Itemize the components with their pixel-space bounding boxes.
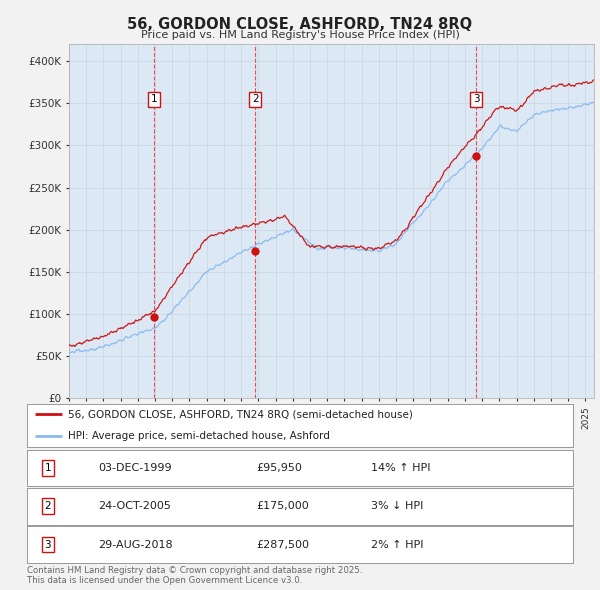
Text: 1: 1 (151, 94, 157, 104)
Text: £287,500: £287,500 (256, 540, 310, 549)
Text: Price paid vs. HM Land Registry's House Price Index (HPI): Price paid vs. HM Land Registry's House … (140, 30, 460, 40)
Text: 56, GORDON CLOSE, ASHFORD, TN24 8RQ (semi-detached house): 56, GORDON CLOSE, ASHFORD, TN24 8RQ (sem… (68, 409, 413, 419)
Text: 24-OCT-2005: 24-OCT-2005 (98, 502, 171, 511)
Text: HPI: Average price, semi-detached house, Ashford: HPI: Average price, semi-detached house,… (68, 431, 330, 441)
Text: 29-AUG-2018: 29-AUG-2018 (98, 540, 173, 549)
Text: Contains HM Land Registry data © Crown copyright and database right 2025.
This d: Contains HM Land Registry data © Crown c… (27, 566, 362, 585)
Text: 2: 2 (44, 502, 51, 511)
Text: 3% ↓ HPI: 3% ↓ HPI (371, 502, 424, 511)
Text: 2% ↑ HPI: 2% ↑ HPI (371, 540, 424, 549)
Text: 2: 2 (252, 94, 259, 104)
Text: 14% ↑ HPI: 14% ↑ HPI (371, 463, 430, 473)
Text: £175,000: £175,000 (256, 502, 309, 511)
Text: 03-DEC-1999: 03-DEC-1999 (98, 463, 172, 473)
Text: 3: 3 (44, 540, 51, 549)
Text: £95,950: £95,950 (256, 463, 302, 473)
Text: 3: 3 (473, 94, 479, 104)
Text: 56, GORDON CLOSE, ASHFORD, TN24 8RQ: 56, GORDON CLOSE, ASHFORD, TN24 8RQ (127, 17, 473, 31)
Text: 1: 1 (44, 463, 51, 473)
